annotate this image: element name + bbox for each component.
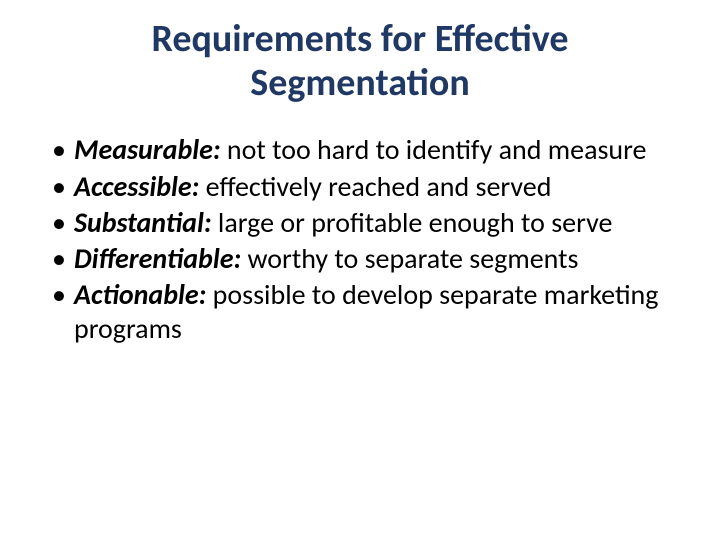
bullet-desc: effectively reached and served: [199, 169, 551, 204]
bullet-desc: large or profitable enough to serve: [212, 205, 613, 240]
bullet-desc: not too hard to identify and measure: [221, 132, 647, 167]
list-item: Substantial: large or profitable enough …: [48, 206, 672, 240]
bullet-term: Substantial:: [74, 205, 212, 240]
bullet-term: Actionable:: [74, 277, 206, 312]
list-item: Accessible: effectively reached and serv…: [48, 170, 672, 204]
bullet-term: Measurable:: [74, 132, 221, 167]
slide-title: Requirements for Effective Segmentation: [48, 18, 672, 105]
bullet-term: Accessible:: [74, 169, 199, 204]
list-item: Actionable: possible to develop separate…: [48, 278, 672, 346]
bullet-list: Measurable: not too hard to identify and…: [48, 133, 672, 346]
bullet-term: Differentiable:: [74, 241, 241, 276]
list-item: Measurable: not too hard to identify and…: [48, 133, 672, 167]
bullet-desc: worthy to separate segments: [241, 241, 578, 276]
list-item: Differentiable: worthy to separate segme…: [48, 242, 672, 276]
slide: Requirements for Effective Segmentation …: [0, 0, 720, 540]
